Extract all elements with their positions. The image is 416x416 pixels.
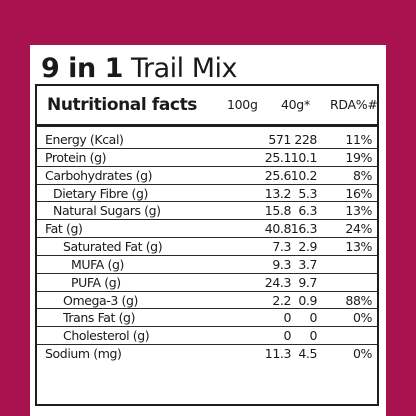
value-per-100g: 11.3 — [264, 346, 292, 362]
value-per-40g: 6.3 — [298, 203, 317, 219]
table-header-label: Nutritional facts — [47, 95, 198, 115]
value-rda-percent: 13% — [345, 239, 372, 255]
value-per-100g: 2.2 — [272, 292, 291, 308]
value-per-100g: 25.1 — [264, 149, 292, 165]
nutrient-name: PUFA (g) — [71, 274, 121, 290]
table-row: Dietary Fibre (g) 13.2 5.3 16% — [37, 185, 377, 203]
value-per-100g: 24.3 — [264, 274, 292, 290]
product-title-bold: 9 in 1 — [41, 53, 123, 84]
value-per-40g: 0 — [309, 328, 317, 344]
table-row: MUFA (g) 9.3 3.7 — [37, 256, 377, 274]
table-row: Natural Sugars (g) 15.8 6.3 13% — [37, 202, 377, 221]
value-per-40g: 4.5 — [298, 346, 317, 362]
table-row: PUFA (g) 24.3 9.7 — [37, 274, 377, 292]
value-per-40g: 2.9 — [298, 239, 317, 255]
value-rda-percent: 8% — [352, 167, 372, 183]
nutrient-name: Dietary Fibre (g) — [53, 185, 148, 201]
value-per-100g: 7.3 — [272, 239, 291, 255]
value-per-100g: 0 — [283, 328, 291, 344]
nutrition-table: Nutritional facts 100g 40g* RDA%# Energy… — [35, 84, 379, 406]
table-row: Energy (Kcal) 571 228 11% — [37, 131, 377, 149]
value-per-40g: 0 — [309, 310, 317, 326]
value-per-100g: 40.8 — [264, 221, 292, 237]
table-row: Fat (g) 40.8 16.3 24% — [37, 220, 377, 239]
nutrient-name: Protein (g) — [45, 149, 107, 165]
value-rda-percent: 88% — [345, 292, 372, 308]
table-row: Carbohydrates (g) 25.6 10.2 8% — [37, 167, 377, 185]
value-per-100g: 13.2 — [264, 185, 292, 201]
value-per-100g: 0 — [283, 310, 291, 326]
table-header: Nutritional facts 100g 40g* RDA%# — [37, 86, 378, 127]
value-rda-percent: 13% — [345, 203, 372, 219]
value-per-40g: 5.3 — [298, 185, 317, 201]
value-rda-percent: 19% — [345, 149, 372, 165]
nutrient-name: Trans Fat (g) — [63, 310, 136, 326]
value-per-40g: 3.7 — [298, 256, 317, 272]
value-rda-percent: 0% — [352, 346, 372, 362]
nutrient-name: Natural Sugars (g) — [53, 203, 161, 219]
value-per-40g: 16.3 — [290, 221, 318, 237]
nutrient-name: Sodium (mg) — [45, 346, 122, 362]
value-per-40g: 10.1 — [290, 149, 318, 165]
value-rda-percent: 16% — [345, 185, 372, 201]
column-header-100g: 100g — [227, 97, 258, 112]
value-rda-percent: 24% — [345, 221, 372, 237]
value-per-100g: 571 — [268, 132, 291, 147]
nutrient-name: Cholesterol (g) — [63, 328, 150, 344]
nutrient-name: Energy (Kcal) — [45, 132, 124, 147]
product-title: 9 in 1 Trail Mix — [41, 52, 237, 86]
value-per-100g: 15.8 — [264, 203, 292, 219]
nutrient-name: Carbohydrates (g) — [45, 167, 153, 183]
value-per-100g: 25.6 — [264, 167, 292, 183]
nutrient-name: MUFA (g) — [71, 256, 124, 272]
table-body: Energy (Kcal) 571 228 11% Protein (g) 25.1 10.… — [37, 127, 377, 363]
table-row: Protein (g) 25.1 10.1 19% — [37, 149, 377, 167]
column-header-40g: 40g* — [281, 97, 310, 112]
value-per-40g: 0.9 — [298, 292, 317, 308]
table-row: Trans Fat (g) 0 0 0% — [37, 309, 377, 328]
nutrient-name: Fat (g) — [45, 221, 83, 237]
value-rda-percent: 11% — [345, 132, 372, 147]
value-per-100g: 9.3 — [272, 256, 291, 272]
table-row: Saturated Fat (g) 7.3 2.9 13% — [37, 238, 377, 256]
column-header-rda: RDA%# — [330, 97, 378, 112]
value-per-40g: 228 — [294, 132, 317, 147]
value-rda-percent: 0% — [352, 310, 372, 326]
value-per-40g: 9.7 — [298, 274, 317, 290]
nutrition-card: 9 in 1 Trail Mix Nutritional facts 100g … — [30, 45, 386, 416]
nutrient-name: Saturated Fat (g) — [63, 239, 163, 255]
nutrient-name: Omega-3 (g) — [63, 292, 139, 308]
table-row: Sodium (mg) 11.3 4.5 0% — [37, 345, 377, 363]
product-title-regular: Trail Mix — [130, 53, 238, 84]
table-row: Cholesterol (g) 0 0 — [37, 327, 377, 346]
table-row: Omega-3 (g) 2.2 0.9 88% — [37, 292, 377, 310]
value-per-40g: 10.2 — [290, 167, 318, 183]
